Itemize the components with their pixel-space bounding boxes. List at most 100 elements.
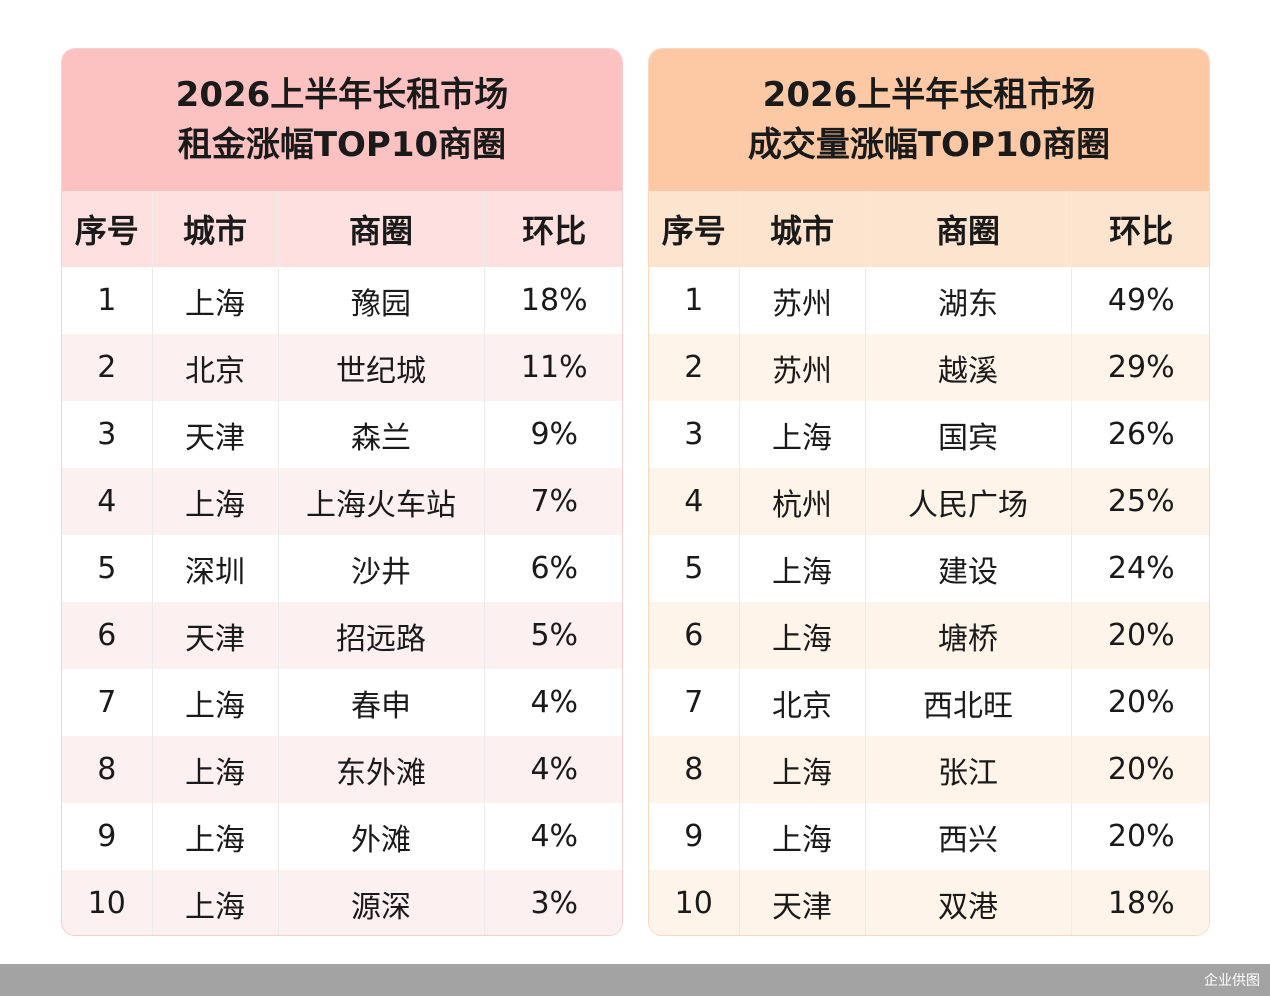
header-city: 城市 — [738, 191, 865, 267]
cell-district: 豫园 — [277, 267, 484, 334]
table-row: 5 深圳 沙井 6% — [62, 535, 622, 602]
cell-rank: 4 — [684, 484, 704, 519]
header-rank: 序号 — [74, 212, 139, 250]
cell-city: 天津 — [151, 602, 278, 669]
cell-rank: 3 — [97, 417, 117, 452]
cell-rank: 8 — [97, 752, 117, 787]
cell-district: 人民广场 — [864, 468, 1071, 535]
table-header-row: 序号 城市 商圈 环比 — [649, 191, 1209, 267]
cell-rank: 10 — [674, 886, 713, 921]
table-row: 4 上海 上海火车站 7% — [62, 468, 622, 535]
cell-change: 20% — [1070, 803, 1209, 870]
table-row: 8 上海 张江 20% — [649, 736, 1209, 803]
cell-district: 西北旺 — [864, 669, 1071, 736]
cell-rank: 9 — [97, 819, 117, 854]
image-credit: 企业供图 — [1204, 972, 1260, 988]
cell-rank: 1 — [684, 283, 704, 318]
panel-title-line2: 租金涨幅TOP10商圈 — [177, 125, 507, 165]
table-row: 7 北京 西北旺 20% — [649, 669, 1209, 736]
cell-change: 6% — [483, 535, 622, 602]
cell-rank: 7 — [97, 685, 117, 720]
cell-district: 塘桥 — [864, 602, 1071, 669]
cell-rank: 2 — [684, 350, 704, 385]
panel-title-line1: 2026上半年长租市场 — [762, 75, 1096, 115]
cell-district: 双港 — [864, 870, 1071, 935]
cell-rank: 6 — [684, 618, 704, 653]
cell-city: 上海 — [151, 669, 278, 736]
cell-rank: 3 — [684, 417, 704, 452]
cell-city: 上海 — [738, 602, 865, 669]
cell-district: 西兴 — [864, 803, 1071, 870]
cell-change: 49% — [1070, 267, 1209, 334]
table-row: 8 上海 东外滩 4% — [62, 736, 622, 803]
table-row: 10 天津 双港 18% — [649, 870, 1209, 935]
table-row: 1 苏州 湖东 49% — [649, 267, 1209, 334]
table-row: 6 上海 塘桥 20% — [649, 602, 1209, 669]
header-district: 商圈 — [277, 191, 484, 267]
cell-rank: 5 — [97, 551, 117, 586]
panel-title: 2026上半年长租市场 成交量涨幅TOP10商圈 — [649, 49, 1209, 191]
table-row: 2 苏州 越溪 29% — [649, 334, 1209, 401]
panel-title-line1: 2026上半年长租市场 — [175, 75, 509, 115]
cell-rank: 8 — [684, 752, 704, 787]
panel-title-line2: 成交量涨幅TOP10商圈 — [747, 125, 1111, 165]
cell-city: 上海 — [151, 803, 278, 870]
header-change: 环比 — [483, 191, 622, 267]
cell-district: 国宾 — [864, 401, 1071, 468]
cell-change: 7% — [483, 468, 622, 535]
footer-bar: 企业供图 — [0, 964, 1270, 996]
cell-city: 杭州 — [738, 468, 865, 535]
cell-rank: 5 — [684, 551, 704, 586]
table-row: 9 上海 西兴 20% — [649, 803, 1209, 870]
cell-change: 11% — [483, 334, 622, 401]
table-body: 1 上海 豫园 18% 2 北京 世纪城 11% 3 天津 森兰 9% 4 上海 上海火车站 7% 5 深圳 沙井 6… — [62, 267, 622, 935]
table-row: 1 上海 豫园 18% — [62, 267, 622, 334]
table-body: 1 苏州 湖东 49% 2 苏州 越溪 29% 3 上海 国宾 26% 4 杭州 人民广场 25% 5 上海 建设 2… — [649, 267, 1209, 935]
cell-change: 4% — [483, 669, 622, 736]
cell-city: 上海 — [151, 468, 278, 535]
cell-city: 苏州 — [738, 334, 865, 401]
cell-district: 越溪 — [864, 334, 1071, 401]
cell-district: 湖东 — [864, 267, 1071, 334]
cell-change: 20% — [1070, 669, 1209, 736]
table-row: 5 上海 建设 24% — [649, 535, 1209, 602]
cell-district: 源深 — [277, 870, 484, 935]
cell-rank: 1 — [97, 283, 117, 318]
header-rank: 序号 — [661, 212, 726, 250]
cell-change: 4% — [483, 736, 622, 803]
cell-district: 建设 — [864, 535, 1071, 602]
cell-city: 上海 — [151, 267, 278, 334]
cell-city: 天津 — [738, 870, 865, 935]
cell-change: 18% — [1070, 870, 1209, 935]
cell-district: 东外滩 — [277, 736, 484, 803]
header-district: 商圈 — [864, 191, 1071, 267]
cell-city: 上海 — [151, 870, 278, 935]
cell-city: 上海 — [738, 535, 865, 602]
cell-change: 20% — [1070, 602, 1209, 669]
cell-change: 4% — [483, 803, 622, 870]
header-change: 环比 — [1070, 191, 1209, 267]
cell-district: 招远路 — [277, 602, 484, 669]
cell-change: 26% — [1070, 401, 1209, 468]
table-row: 2 北京 世纪城 11% — [62, 334, 622, 401]
cell-city: 北京 — [151, 334, 278, 401]
cell-rank: 2 — [97, 350, 117, 385]
volume-increase-panel: 2026上半年长租市场 成交量涨幅TOP10商圈 序号 城市 商圈 环比 1 苏州… — [648, 48, 1210, 936]
cell-change: 20% — [1070, 736, 1209, 803]
cell-change: 25% — [1070, 468, 1209, 535]
cell-change: 9% — [483, 401, 622, 468]
table-row: 6 天津 招远路 5% — [62, 602, 622, 669]
cell-rank: 10 — [87, 886, 126, 921]
cell-change: 5% — [483, 602, 622, 669]
cell-district: 外滩 — [277, 803, 484, 870]
table-row: 4 杭州 人民广场 25% — [649, 468, 1209, 535]
cell-district: 沙井 — [277, 535, 484, 602]
cell-city: 上海 — [738, 736, 865, 803]
rent-increase-table: 序号 城市 商圈 环比 1 上海 豫园 18% 2 北京 世纪城 11% 3 天津 森兰 9% 4 上海上… — [62, 191, 622, 935]
cell-city: 苏州 — [738, 267, 865, 334]
cell-rank: 6 — [97, 618, 117, 653]
table-row: 7 上海 春申 4% — [62, 669, 622, 736]
cell-city: 北京 — [738, 669, 865, 736]
cell-city: 深圳 — [151, 535, 278, 602]
cell-change: 3% — [483, 870, 622, 935]
